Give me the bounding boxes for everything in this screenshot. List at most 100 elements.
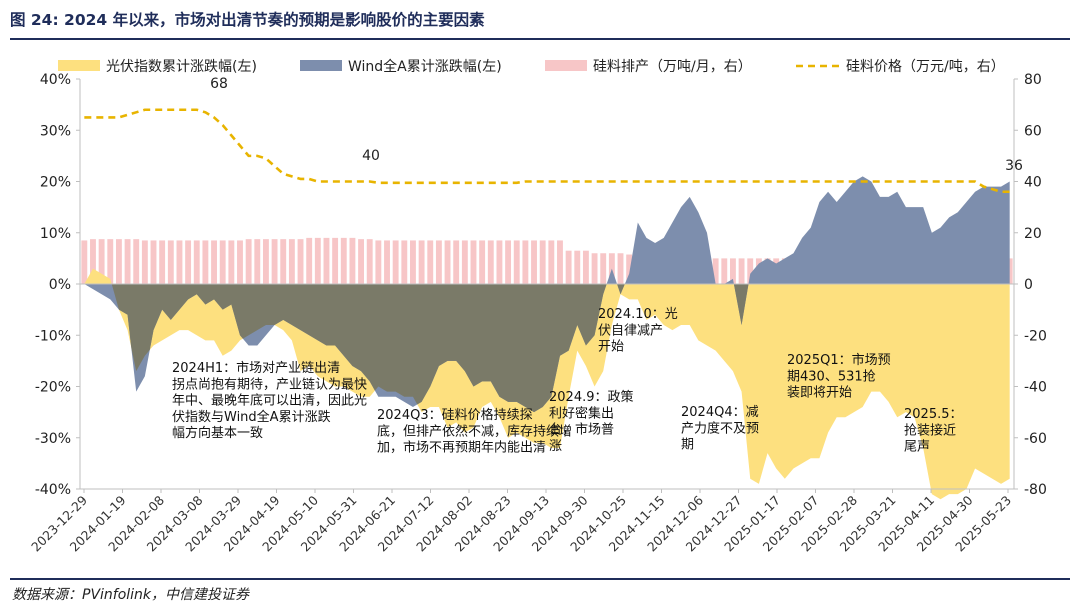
annotation-2024-9-line: 台，市场普 <box>549 422 614 438</box>
annotation-2024h1-line: 年中、最晚年底可以出清，因此光 <box>172 393 367 409</box>
annotation-2024-9-line: 涨 <box>549 439 562 454</box>
right-tick-label: -80 <box>1024 482 1047 498</box>
production-bar <box>548 240 555 284</box>
legend-swatch-production <box>545 60 587 71</box>
production-bar <box>444 240 451 284</box>
production-bar <box>323 237 330 284</box>
production-bar <box>557 240 563 284</box>
annotation-2025q1-line: 期430、531抢 <box>787 368 876 384</box>
production-bar <box>487 240 494 284</box>
annotation-2024q4-line: 2024Q4：减 <box>681 405 759 420</box>
annotation-2024-9-line: 利好密集出 <box>549 405 614 421</box>
production-bar <box>90 239 96 284</box>
production-bar <box>461 240 468 284</box>
annotation-2025q1: 2025Q1：市场预期430、531抢装即将开始 <box>787 352 891 401</box>
annotation-2024h1-line: 2024H1：市场对产业链出清 <box>172 360 340 376</box>
right-tick-label: 60 <box>1024 123 1042 139</box>
production-bar <box>185 240 192 284</box>
production-bar <box>435 240 442 284</box>
return-areas <box>84 176 1010 500</box>
production-bar <box>358 239 365 284</box>
price-line: 68 40 36 <box>84 76 1023 194</box>
production-bar <box>539 240 546 284</box>
production-bar <box>159 240 166 284</box>
annotation-2024-10-line: 伏自律减产 <box>598 323 663 338</box>
production-bar <box>349 237 356 284</box>
annotation-2024-10: 2024.10：光伏自律减产开始 <box>598 307 678 355</box>
production-bar <box>228 240 235 284</box>
production-bar <box>124 239 131 284</box>
production-bar <box>141 240 148 284</box>
annotation-2025q1-line: 2025Q1：市场预 <box>787 352 891 368</box>
annotation-2025-5-line: 尾声 <box>904 440 930 455</box>
production-bar <box>332 237 339 284</box>
left-tick-label: 30% <box>40 123 71 139</box>
production-bar <box>582 250 589 284</box>
production-bar <box>427 240 434 284</box>
production-bar <box>729 258 736 284</box>
annotation-2024q4: 2024Q4：减产力度不及预期 <box>681 405 759 453</box>
production-bar <box>712 258 719 284</box>
legend: 光伏指数累计涨跌幅(左) Wind全A累计涨跌幅(左) 硅料排产（万吨/月，右） 硅料… <box>58 58 1005 75</box>
annotation-2024q3-line: 加，市场不再预期年内能出清 <box>377 440 546 456</box>
annotations: 2024H1：市场对产业链出清拐点尚抱有期待，产业链认为最快年中、最晚年底可以出… <box>172 307 963 456</box>
annotation-2024q3-line: 底，但排产依然不减，库存持续增 <box>377 423 572 439</box>
production-bar <box>565 250 572 284</box>
annotation-2024q3-line: 2024Q3：硅料价格持续探 <box>377 407 533 423</box>
production-bar <box>418 240 425 284</box>
production-bar <box>513 240 520 284</box>
production-bar <box>721 258 728 284</box>
legend-label: 硅料价格（万元/吨，右） <box>846 59 1005 75</box>
price-data-label: 68 <box>210 76 228 92</box>
production-bar <box>193 240 200 284</box>
annotation-2024h1-line: 伏指数与Wind全A累计涨跌 <box>172 409 331 425</box>
production-bar <box>479 240 486 284</box>
footer-rule <box>10 578 1070 580</box>
production-bar <box>271 239 278 284</box>
production-bar <box>167 240 174 284</box>
annotation-2024-9: 2024.9：政策利好密集出台，市场普涨 <box>549 389 634 454</box>
left-tick-label: 40% <box>40 72 71 88</box>
production-bar <box>314 237 321 284</box>
production-bar <box>297 239 304 284</box>
annotation-2024h1-line: 拐点尚抱有期待，产业链认为最快 <box>172 376 367 392</box>
production-bar <box>626 254 633 284</box>
legend-swatch-pv <box>58 60 100 71</box>
right-tick-label: -20 <box>1024 328 1047 344</box>
annotation-2024-9-line: 2024.9：政策 <box>549 389 634 405</box>
production-bar <box>107 239 114 284</box>
production-bar <box>401 240 408 284</box>
production-bar <box>392 240 399 284</box>
annotation-2024q3: 2024Q3：硅料价格持续探底，但排产依然不减，库存持续增加，市场不再预期年内能… <box>377 407 572 456</box>
production-bar <box>384 240 390 284</box>
right-tick-label: 40 <box>1024 175 1042 191</box>
annotation-2024q4-line: 期 <box>681 438 694 453</box>
right-tick-label: -40 <box>1024 380 1047 396</box>
production-bar <box>617 253 624 284</box>
production-bar <box>574 250 581 284</box>
production-bar <box>245 239 252 284</box>
left-tick-label: -10% <box>35 328 71 344</box>
production-bar <box>98 239 105 284</box>
production-bar <box>150 240 157 284</box>
right-tick-label: 20 <box>1024 226 1042 242</box>
left-tick-label: 10% <box>40 226 71 242</box>
left-tick-label: -40% <box>35 482 71 498</box>
left-tick-label: -20% <box>35 380 71 396</box>
production-bar <box>237 240 243 284</box>
price-series-line <box>84 108 1010 194</box>
production-bar <box>340 237 347 284</box>
annotation-2024q4-line: 产力度不及预 <box>681 420 759 436</box>
legend-label: 硅料排产（万吨/月，右） <box>593 59 752 75</box>
production-bar <box>453 240 460 284</box>
figure-title: 图 24: 2024 年以来，市场对出清节奏的预期是影响股价的主要因素 <box>10 11 485 29</box>
production-bar <box>133 239 140 284</box>
legend-swatch-winda <box>300 60 342 71</box>
production-bar <box>366 239 373 284</box>
overlap-area <box>84 268 1010 413</box>
annotation-2025q1-line: 装即将开始 <box>787 386 852 401</box>
production-bar <box>591 253 598 284</box>
production-bar <box>254 239 261 284</box>
annotation-2024-10-line: 2024.10：光 <box>598 307 678 322</box>
